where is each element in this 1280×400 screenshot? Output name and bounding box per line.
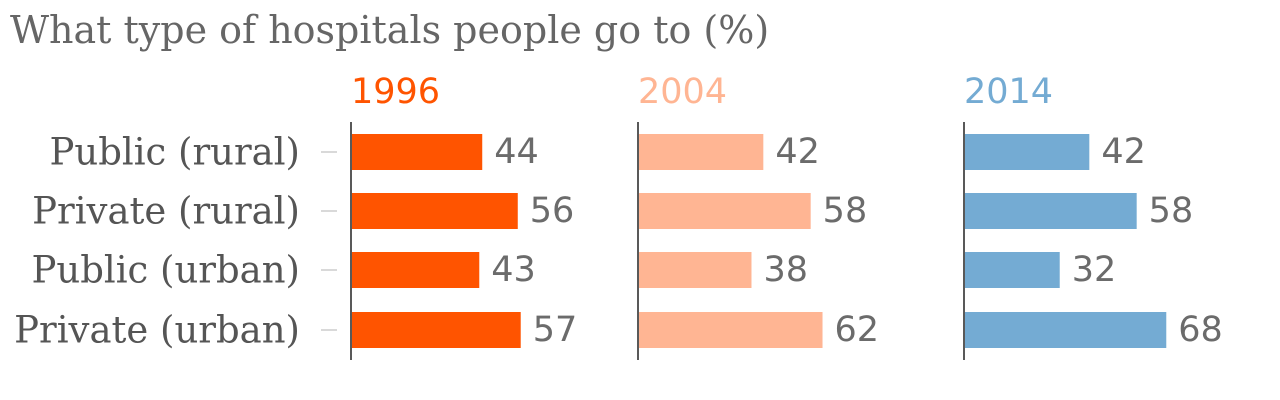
bar-2014-private-rural [965, 193, 1137, 229]
value-label-2004-public-urban: 38 [763, 250, 808, 290]
category-label-private-urban: Private (urban) [14, 309, 300, 352]
bar-1996-public-rural [352, 134, 483, 170]
category-label-public-urban: Public (urban) [31, 249, 300, 292]
bar-2004-public-urban [639, 252, 752, 288]
category-label-private-rural: Private (rural) [32, 190, 300, 233]
value-label-2014-public-urban: 32 [1072, 250, 1117, 290]
panel-title-2004: 2004 [638, 72, 727, 112]
value-label-2014-private-rural: 58 [1149, 191, 1194, 231]
bar-2014-public-urban [965, 252, 1060, 288]
value-label-2014-private-urban: 68 [1178, 310, 1223, 350]
bar-2014-private-urban [965, 312, 1167, 348]
chart-title: What type of hospitals people go to (%) [10, 8, 770, 52]
bar-2004-private-urban [639, 312, 823, 348]
bar-1996-private-rural [352, 193, 518, 229]
panel-title-2014: 2014 [964, 72, 1053, 112]
bar-2014-public-rural [965, 134, 1090, 170]
value-label-2004-private-urban: 62 [835, 310, 880, 350]
panel-title-1996: 1996 [351, 72, 440, 112]
value-label-2004-private-rural: 58 [823, 191, 868, 231]
value-label-2014-public-rural: 42 [1101, 132, 1146, 172]
bar-1996-public-urban [352, 252, 480, 288]
value-label-1996-private-rural: 56 [530, 191, 575, 231]
category-label-public-rural: Public (rural) [49, 131, 300, 174]
bar-2004-private-rural [639, 193, 811, 229]
value-label-1996-private-urban: 57 [533, 310, 578, 350]
value-label-1996-public-urban: 43 [491, 250, 536, 290]
value-label-1996-public-rural: 44 [494, 132, 539, 172]
value-label-2004-public-rural: 42 [775, 132, 820, 172]
bar-2004-public-rural [639, 134, 764, 170]
bar-1996-private-urban [352, 312, 521, 348]
